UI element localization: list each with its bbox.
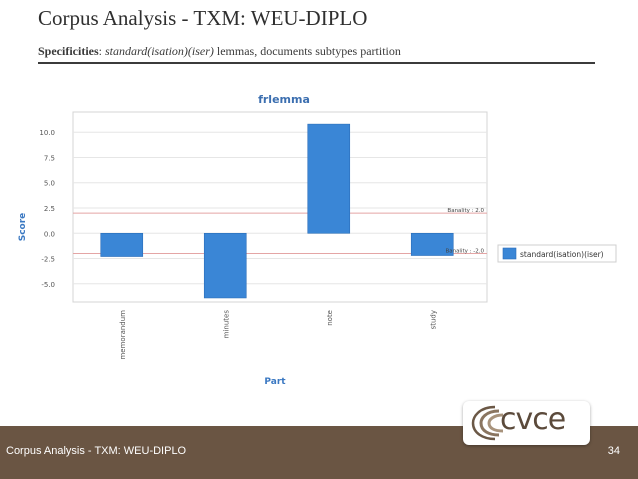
y-tick-label: -5.0 — [41, 281, 55, 289]
plot-area — [72, 111, 488, 303]
title-rule — [38, 62, 595, 64]
bar-study — [410, 232, 454, 256]
slide-title: Corpus Analysis - TXM: WEU-DIPLO — [38, 6, 368, 30]
specificities-chart: -5.0 -2.5 0.0 2.5 5.0 7.5 10.0 Banality : 2.0 Ba… — [18, 93, 617, 387]
subtitle-bold: Specificities — [38, 44, 99, 58]
bar-note — [307, 123, 351, 234]
y-tick-label: 7.5 — [44, 154, 55, 162]
banality-label: Banality : 2.0 — [447, 208, 484, 214]
y-tick-label: 2.5 — [44, 205, 55, 213]
banality-label: Banality : -2.0 — [445, 248, 484, 254]
slide-subtitle: Specificities: standard(isation)(iser) l… — [38, 44, 401, 59]
cvce-logo — [463, 401, 590, 445]
logo-text: cvce — [500, 402, 566, 437]
bar-minutes — [203, 232, 247, 299]
page-number: 34 — [607, 445, 620, 457]
x-tick-label: note — [326, 310, 334, 326]
chart-title: frlemma — [258, 93, 310, 106]
y-tick-label: 10.0 — [39, 129, 55, 137]
x-axis-label: Part — [264, 377, 286, 387]
y-axis-label: Score — [18, 213, 28, 242]
subtitle-sep: : — [98, 44, 105, 58]
x-tick-label: minutes — [222, 310, 230, 339]
y-tick-label: -2.5 — [41, 256, 55, 264]
footer-text: Corpus Analysis - TXM: WEU-DIPLO — [6, 445, 187, 457]
logo-mark-icon — [471, 405, 504, 441]
legend-box — [497, 244, 617, 263]
legend-swatch — [502, 247, 517, 260]
x-tick-label: memorandum — [119, 310, 127, 360]
bar-memorandum — [100, 232, 144, 257]
subtitle-rest: lemmas, documents subtypes partition — [213, 44, 401, 58]
y-tick-label: 0.0 — [44, 230, 55, 238]
y-tick-label: 5.0 — [44, 180, 55, 188]
legend-label: standard(isation)(iser) — [520, 250, 604, 259]
x-tick-label: study — [429, 310, 437, 329]
subtitle-italic: standard(isation)(iser) — [105, 44, 214, 58]
